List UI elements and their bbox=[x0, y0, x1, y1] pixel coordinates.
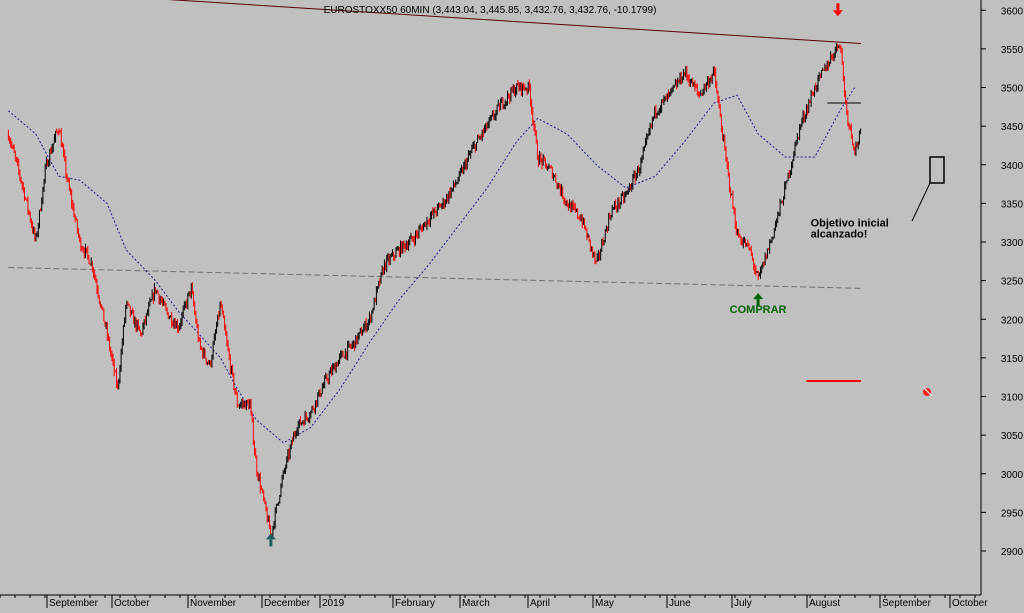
y-tick-label: 3600 bbox=[1001, 6, 1024, 17]
arrow-up-shaft bbox=[756, 299, 760, 307]
annotation-label: Objetivo inicial bbox=[811, 218, 889, 230]
y-tick-label: 3300 bbox=[1001, 238, 1024, 249]
x-tick-label: March bbox=[462, 598, 490, 608]
x-tick-label: February bbox=[395, 598, 435, 608]
x-tick-label: 2019 bbox=[322, 598, 345, 608]
x-tick-label: July bbox=[734, 598, 752, 608]
y-tick-label: 2900 bbox=[1001, 547, 1024, 558]
chart-title: EUROSTOXX50 60MIN (3,443.04, 3,445.85, 3… bbox=[324, 5, 657, 16]
down-arrow-marker bbox=[832, 3, 843, 17]
x-tick-label: April bbox=[530, 598, 550, 608]
x-tick-label: November bbox=[190, 598, 237, 608]
annotation-label: COMPRAR bbox=[730, 304, 787, 316]
target-callout-box bbox=[929, 156, 945, 184]
annotation-label: alcanzado! bbox=[811, 228, 868, 240]
arrow-down-head bbox=[832, 10, 843, 17]
y-tick-label: 3400 bbox=[1001, 161, 1024, 172]
x-tick-label: October bbox=[114, 598, 150, 608]
up-arrow-marker bbox=[265, 533, 276, 547]
arrow-up-head bbox=[265, 533, 276, 540]
up-arrow-marker bbox=[753, 293, 764, 307]
y-tick-label: 3250 bbox=[1001, 277, 1024, 288]
y-tick-label: 3500 bbox=[1001, 84, 1024, 95]
alert-icon-mark bbox=[923, 387, 933, 397]
x-tick-label: September bbox=[882, 598, 932, 608]
callout-pointer-line bbox=[911, 182, 931, 222]
x-tick-label: May bbox=[595, 598, 614, 608]
alert-icon bbox=[923, 387, 933, 397]
x-tick-label: December bbox=[264, 598, 311, 608]
arrow-up-shaft bbox=[269, 539, 273, 547]
x-tick-label: August bbox=[809, 598, 840, 608]
alert-icon-body bbox=[923, 388, 931, 396]
resistance-trendline-line bbox=[167, 0, 862, 44]
x-tick-label: June bbox=[669, 598, 691, 608]
y-tick-label: 3000 bbox=[1001, 470, 1024, 481]
support-dashed-line bbox=[8, 266, 862, 289]
y-tick-label: 3350 bbox=[1001, 199, 1024, 210]
y-tick-label: 3050 bbox=[1001, 431, 1024, 442]
arrow-down-shaft bbox=[836, 3, 840, 11]
moving-average-line bbox=[8, 87, 856, 444]
y-tick-label: 3550 bbox=[1001, 45, 1024, 56]
y-tick-label: 3200 bbox=[1001, 315, 1024, 326]
y-tick-label: 3100 bbox=[1001, 393, 1024, 404]
x-tick-label: October bbox=[952, 598, 988, 608]
y-tick-label: 2950 bbox=[1001, 508, 1024, 519]
y-tick-label: 3450 bbox=[1001, 122, 1024, 133]
y-tick-label: 3150 bbox=[1001, 354, 1024, 365]
arrow-up-head bbox=[753, 293, 764, 300]
x-tick-label: September bbox=[49, 598, 99, 608]
